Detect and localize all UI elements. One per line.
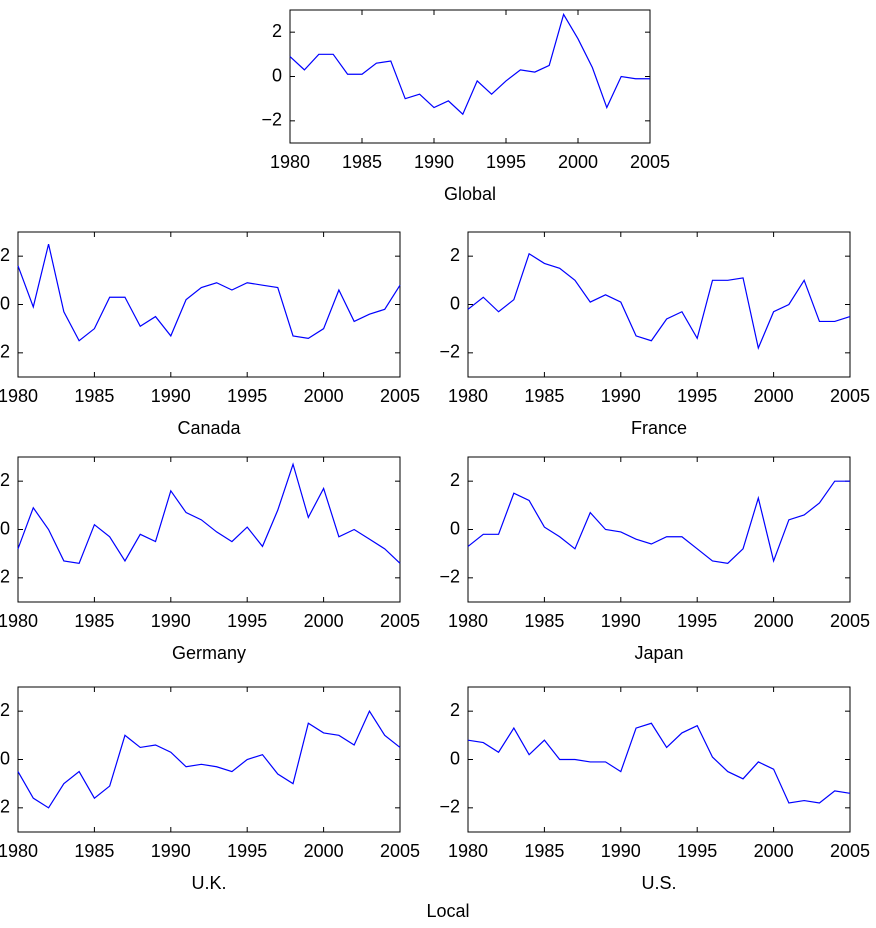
x-tick-label: 1980 — [448, 841, 488, 861]
group-label: Local — [426, 901, 469, 921]
x-tick-label: 1980 — [448, 386, 488, 406]
x-tick-label: 1990 — [601, 611, 641, 631]
x-tick-label: 1995 — [677, 386, 717, 406]
x-tick-label: 2000 — [304, 611, 344, 631]
y-tick-label: 2 — [450, 470, 460, 490]
y-tick-label: −2 — [439, 342, 460, 362]
x-tick-label: 2005 — [830, 841, 870, 861]
x-tick-label: 2000 — [304, 386, 344, 406]
x-axis-label: Japan — [634, 643, 683, 663]
x-tick-label: 1990 — [414, 152, 454, 172]
y-tick-label: −2 — [0, 567, 10, 587]
x-tick-label: 1985 — [74, 611, 114, 631]
x-tick-label: 1985 — [74, 841, 114, 861]
y-tick-label: 0 — [0, 293, 10, 313]
y-tick-label: 2 — [0, 470, 10, 490]
y-tick-label: 2 — [272, 21, 282, 41]
y-tick-label: 2 — [450, 700, 460, 720]
x-tick-label: 1985 — [524, 386, 564, 406]
y-tick-label: −2 — [439, 567, 460, 587]
x-tick-label: 1990 — [151, 611, 191, 631]
x-tick-label: 1980 — [0, 841, 38, 861]
x-tick-label: 2000 — [754, 611, 794, 631]
x-tick-label: 1990 — [601, 386, 641, 406]
y-tick-label: −2 — [0, 342, 10, 362]
x-tick-label: 2000 — [304, 841, 344, 861]
x-axis-label: Global — [444, 184, 496, 204]
x-tick-label: 1985 — [524, 841, 564, 861]
x-tick-label: 1980 — [0, 611, 38, 631]
y-tick-label: −2 — [0, 797, 10, 817]
x-axis-label: France — [631, 418, 687, 438]
x-tick-label: 1995 — [227, 611, 267, 631]
x-tick-label: 1995 — [486, 152, 526, 172]
data-line — [17, 709, 401, 809]
data-line — [467, 252, 851, 350]
x-tick-label: 1980 — [270, 152, 310, 172]
x-tick-label: 2005 — [380, 841, 420, 861]
y-tick-label: −2 — [439, 797, 460, 817]
x-axis-label: U.K. — [191, 873, 226, 893]
x-tick-label: 2005 — [630, 152, 670, 172]
y-tick-label: 2 — [450, 245, 460, 265]
y-tick-label: 0 — [272, 65, 282, 85]
axes-box — [467, 231, 851, 378]
data-line — [467, 722, 851, 804]
axes-box — [17, 686, 401, 833]
y-tick-label: 2 — [0, 245, 10, 265]
x-tick-label: 2005 — [380, 386, 420, 406]
x-tick-label: 2005 — [830, 611, 870, 631]
x-tick-label: 1985 — [74, 386, 114, 406]
y-tick-label: 2 — [0, 700, 10, 720]
y-tick-label: −2 — [261, 110, 282, 130]
x-tick-label: 1985 — [524, 611, 564, 631]
data-line — [467, 480, 850, 564]
x-tick-label: 2000 — [754, 386, 794, 406]
axes-box — [467, 456, 851, 603]
data-line — [17, 462, 401, 564]
x-tick-label: 1995 — [227, 386, 267, 406]
y-tick-label: 0 — [0, 748, 10, 768]
axes-box — [17, 456, 401, 603]
x-tick-label: 1990 — [601, 841, 641, 861]
axes-box — [467, 686, 851, 833]
axes-box — [17, 231, 401, 378]
x-axis-label: Canada — [177, 418, 241, 438]
x-tick-label: 1990 — [151, 386, 191, 406]
x-tick-label: 1995 — [227, 841, 267, 861]
x-tick-label: 2005 — [380, 611, 420, 631]
x-tick-label: 2005 — [830, 386, 870, 406]
x-axis-label: U.S. — [641, 873, 676, 893]
x-tick-label: 1980 — [0, 386, 38, 406]
x-tick-label: 2000 — [558, 152, 598, 172]
x-tick-label: 1995 — [677, 611, 717, 631]
x-axis-label: Germany — [172, 643, 246, 663]
x-tick-label: 1985 — [342, 152, 382, 172]
x-tick-label: 2000 — [754, 841, 794, 861]
y-tick-label: 0 — [450, 518, 460, 538]
x-tick-label: 1980 — [448, 611, 488, 631]
y-tick-label: 0 — [450, 293, 460, 313]
x-tick-label: 1995 — [677, 841, 717, 861]
data-line — [17, 243, 401, 342]
y-tick-label: 0 — [0, 518, 10, 538]
y-tick-label: 0 — [450, 748, 460, 768]
data-line — [289, 12, 650, 116]
x-tick-label: 1990 — [151, 841, 191, 861]
